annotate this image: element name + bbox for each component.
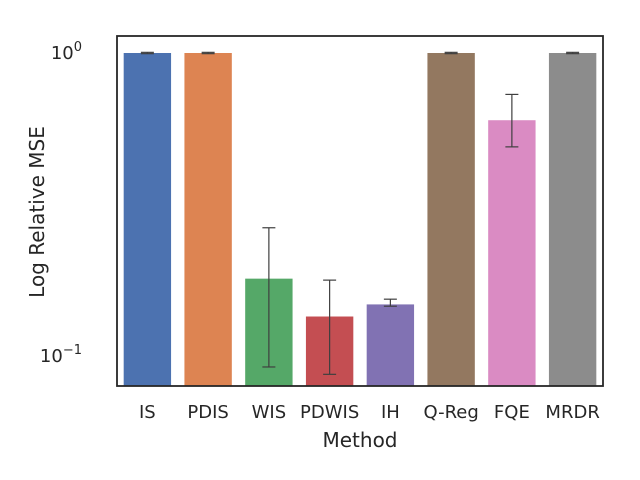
error-bars-group: [140, 51, 580, 375]
x-tick-label-ih: IH: [381, 402, 400, 423]
bar-fqe: [488, 120, 536, 387]
bar-mrdr: [548, 53, 597, 386]
x-tick-label-mrdr: MRDR: [545, 402, 599, 423]
y-tick-label-0: 100: [51, 40, 82, 64]
y-tick-labels: 100 10−1: [40, 40, 82, 367]
plot-frame: [116, 35, 604, 387]
bar-ih: [366, 304, 415, 386]
x-tick-label-pdis: PDIS: [187, 402, 228, 423]
y-tick-label-1: 10−1: [40, 343, 82, 367]
y-axis-label: Log Relative MSE: [25, 126, 49, 298]
x-tick-label-q-reg: Q-Reg: [423, 402, 478, 423]
bar-q-reg: [427, 53, 475, 386]
bar-is: [123, 53, 172, 386]
bar-pdis: [184, 53, 232, 386]
x-tick-label-fqe: FQE: [494, 402, 530, 423]
x-tick-label-pdwis: PDWIS: [300, 402, 359, 423]
x-tick-label-wis: WIS: [252, 402, 287, 423]
x-axis-label: Method: [322, 428, 397, 452]
x-tick-label-is: IS: [139, 402, 156, 423]
x-tick-labels: IS PDIS WIS PDWIS IH Q-Reg FQE MRDR: [139, 402, 600, 423]
